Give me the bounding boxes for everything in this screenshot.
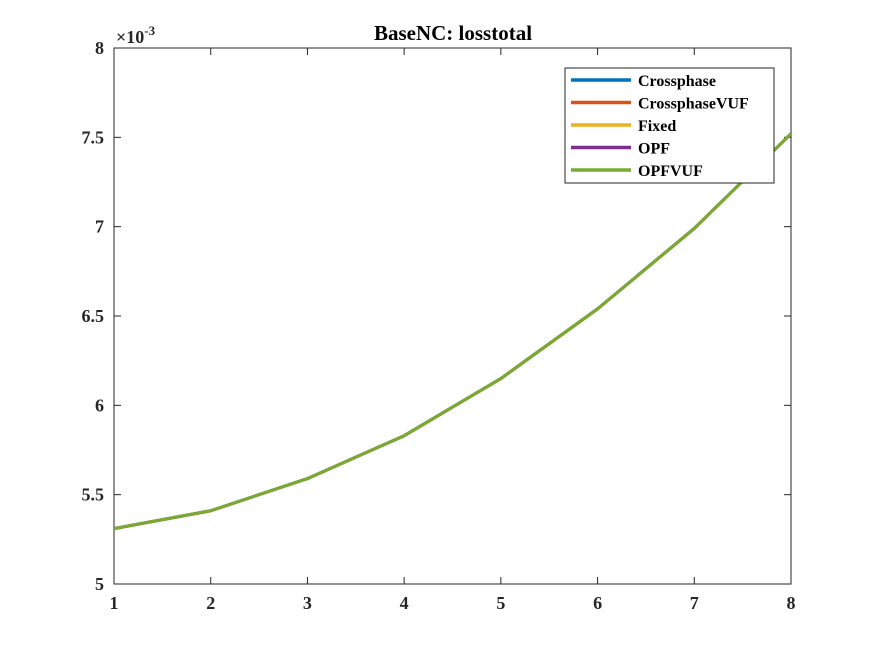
x-tick-label: 7	[690, 593, 699, 613]
series-line-opfvuf	[114, 132, 791, 531]
x-tick-label: 6	[593, 593, 602, 613]
legend: Crossphase CrossphaseVUF Fixed OPF OPFVUF	[564, 67, 775, 184]
y-tick-label: 6	[95, 395, 104, 415]
y-tick-label: 7.5	[82, 127, 105, 147]
y-axis-exponent-base: ×10	[116, 27, 144, 47]
x-axis-tick-labels: 1 2 3 4 5 6 7 8	[110, 593, 796, 613]
legend-label: OPF	[638, 141, 670, 158]
y-tick-label: 6.5	[82, 306, 105, 326]
x-tick-label: 2	[206, 593, 215, 613]
y-axis-exponent-power: -3	[144, 23, 155, 38]
legend-label: Fixed	[638, 118, 676, 135]
y-axis-exponent: ×10-3	[116, 23, 156, 47]
x-tick-label: 3	[303, 593, 312, 613]
chart-title: BaseNC: losstotal	[374, 21, 532, 45]
y-tick-label: 5.5	[82, 485, 105, 505]
x-tick-label: 4	[400, 593, 409, 613]
x-tick-label: 1	[110, 593, 119, 613]
x-tick-label: 5	[496, 593, 505, 613]
axis-ticks	[113, 47, 792, 585]
legend-label: OPFVUF	[638, 163, 703, 180]
y-tick-label: 5	[95, 574, 104, 594]
y-axis-tick-labels: 5 5.5 6 6.5 7 7.5 8	[82, 38, 105, 594]
legend-label: CrossphaseVUF	[638, 96, 749, 113]
legend-label: Crossphase	[638, 73, 716, 90]
x-tick-label: 8	[787, 593, 796, 613]
series-lines	[114, 132, 791, 531]
y-tick-label: 8	[95, 38, 104, 58]
y-tick-label: 7	[95, 217, 104, 237]
